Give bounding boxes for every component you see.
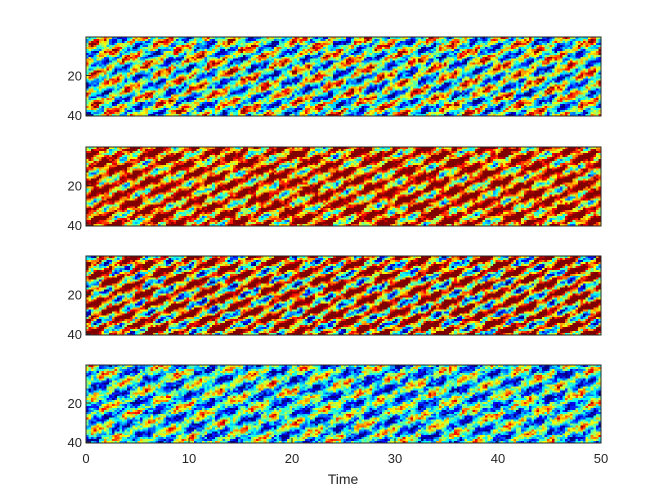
y-tick-label: 40 (68, 218, 82, 233)
panel-frame-4 (85, 364, 602, 444)
y-tick-label: 20 (68, 396, 82, 411)
x-tick-label: 0 (82, 451, 89, 466)
heatmap-image-2 (86, 147, 601, 226)
x-tick-label: 50 (594, 451, 608, 466)
heatmap-image-1 (86, 37, 601, 116)
x-tick-label: 30 (388, 451, 402, 466)
panel-frame-2 (85, 146, 602, 227)
heatmap-image-4 (86, 365, 601, 443)
heatmap-image-3 (86, 256, 601, 335)
x-axis-label: Time (328, 471, 359, 487)
panel-frame-3 (85, 255, 602, 336)
y-tick-label: 40 (68, 435, 82, 450)
y-tick-label: 40 (68, 327, 82, 342)
x-tick-label: 10 (182, 451, 196, 466)
x-tick-label: 20 (285, 451, 299, 466)
y-tick-label: 20 (68, 288, 82, 303)
y-tick-label: 20 (68, 179, 82, 194)
panel-frame-1 (85, 36, 602, 117)
y-tick-label: 40 (68, 108, 82, 123)
x-tick-label: 40 (491, 451, 505, 466)
x-ticks: 0 10 20 30 40 50 (82, 438, 608, 466)
y-tick-label: 20 (68, 69, 82, 84)
